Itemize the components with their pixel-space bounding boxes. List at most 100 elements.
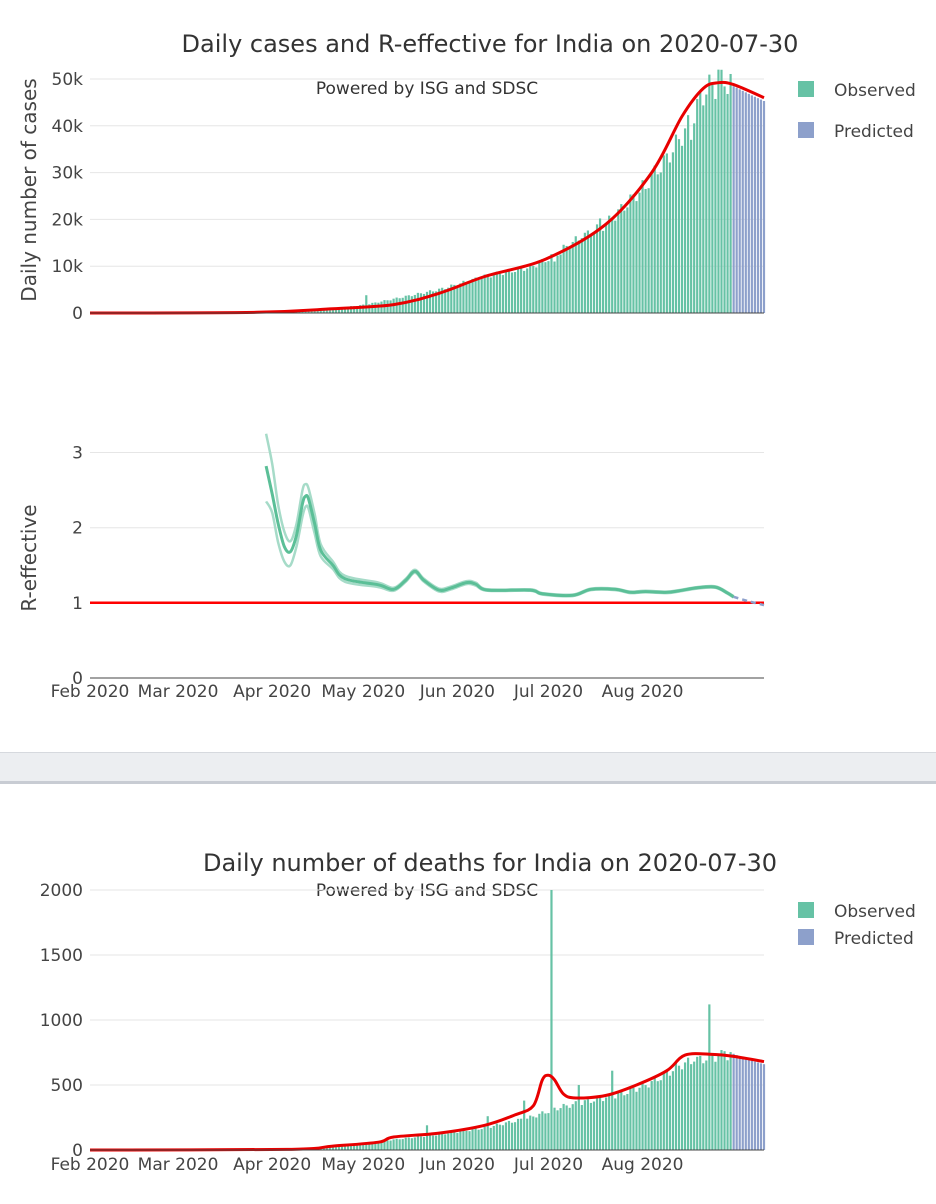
cases-bar-observed[interactable]	[389, 300, 391, 313]
deaths-bar-observed[interactable]	[675, 1063, 677, 1150]
deaths-bar-observed[interactable]	[389, 1141, 391, 1150]
deaths-bar-observed[interactable]	[605, 1097, 607, 1150]
deaths-bar-predicted[interactable]	[754, 1062, 756, 1150]
deaths-bar-observed[interactable]	[556, 1110, 558, 1150]
deaths-bar-predicted[interactable]	[742, 1058, 744, 1150]
deaths-bar-observed[interactable]	[678, 1066, 680, 1150]
cases-bar-observed[interactable]	[553, 262, 555, 313]
legend-predicted-label[interactable]: Predicted	[834, 122, 914, 142]
deaths-bar-observed[interactable]	[690, 1064, 692, 1150]
deaths-bar-observed[interactable]	[429, 1135, 431, 1150]
cases-bar-observed[interactable]	[730, 74, 732, 313]
cases-bar-observed[interactable]	[578, 240, 580, 313]
deaths-bar-observed[interactable]	[681, 1069, 683, 1150]
deaths-bar-observed[interactable]	[411, 1138, 413, 1150]
cases-bar-observed[interactable]	[699, 92, 701, 313]
cases-bar-observed[interactable]	[526, 268, 528, 313]
deaths-bar-observed[interactable]	[635, 1092, 637, 1150]
cases-bar-observed[interactable]	[629, 195, 631, 313]
deaths-bar-observed[interactable]	[569, 1108, 571, 1150]
cases-bar-observed[interactable]	[514, 272, 516, 313]
deaths-bar-observed[interactable]	[481, 1129, 483, 1150]
cases-bar-observed[interactable]	[720, 70, 722, 313]
cases-bar-observed[interactable]	[635, 201, 637, 313]
cases-bar-observed[interactable]	[645, 189, 647, 313]
cases-bar-observed[interactable]	[651, 174, 653, 313]
cases-bar-observed[interactable]	[602, 231, 604, 313]
deaths-bar-observed[interactable]	[402, 1139, 404, 1150]
deaths-bar-observed[interactable]	[587, 1099, 589, 1150]
deaths-bar-observed[interactable]	[714, 1062, 716, 1150]
deaths-bar-observed[interactable]	[456, 1133, 458, 1150]
deaths-bar-observed[interactable]	[432, 1135, 434, 1150]
cases-bar-observed[interactable]	[663, 155, 665, 313]
deaths-bar-predicted[interactable]	[763, 1064, 765, 1150]
cases-bar-observed[interactable]	[641, 180, 643, 313]
deaths-bar-observed[interactable]	[532, 1116, 534, 1150]
deaths-bar-observed[interactable]	[559, 1108, 561, 1150]
deaths-bar-observed[interactable]	[711, 1055, 713, 1150]
deaths-bar-observed[interactable]	[526, 1119, 528, 1150]
cases-bar-observed[interactable]	[566, 246, 568, 313]
deaths-bar-observed[interactable]	[629, 1088, 631, 1150]
cases-bar-observed[interactable]	[535, 267, 537, 313]
r-series-r-effective-lower[interactable]	[266, 501, 733, 597]
cases-bar-observed[interactable]	[669, 162, 671, 313]
cases-bar-observed[interactable]	[541, 259, 543, 313]
cases-bar-observed[interactable]	[468, 283, 470, 313]
deaths-bar-observed[interactable]	[550, 890, 552, 1150]
deaths-bar-observed[interactable]	[547, 1113, 549, 1150]
deaths-bar-observed[interactable]	[575, 1101, 577, 1150]
deaths-bar-predicted[interactable]	[748, 1060, 750, 1150]
deaths-bar-observed[interactable]	[459, 1131, 461, 1150]
deaths-bar-observed[interactable]	[590, 1103, 592, 1150]
cases-bar-observed[interactable]	[474, 278, 476, 313]
deaths-bar-observed[interactable]	[487, 1116, 489, 1150]
cases-bar-observed[interactable]	[705, 95, 707, 313]
cases-bar-observed[interactable]	[529, 264, 531, 313]
deaths-bar-observed[interactable]	[723, 1051, 725, 1150]
cases-bar-predicted[interactable]	[763, 101, 765, 313]
r-series-r-effective[interactable]	[266, 466, 733, 597]
deaths-bar-observed[interactable]	[517, 1119, 519, 1150]
legend-observed-swatch[interactable]	[798, 902, 814, 918]
cases-bar-observed[interactable]	[411, 296, 413, 313]
deaths-bar-observed[interactable]	[699, 1056, 701, 1150]
deaths-bar-observed[interactable]	[705, 1060, 707, 1150]
deaths-bar-observed[interactable]	[593, 1102, 595, 1151]
deaths-bar-observed[interactable]	[417, 1136, 419, 1150]
legend-predicted-label[interactable]: Predicted	[834, 929, 914, 949]
deaths-bar-observed[interactable]	[596, 1097, 598, 1150]
deaths-bar-observed[interactable]	[693, 1062, 695, 1150]
cases-bar-observed[interactable]	[405, 296, 407, 313]
cases-bar-observed[interactable]	[672, 152, 674, 313]
deaths-bar-observed[interactable]	[720, 1050, 722, 1150]
cases-bar-observed[interactable]	[714, 99, 716, 313]
cases-bar-observed[interactable]	[511, 272, 513, 313]
deaths-bar-observed[interactable]	[599, 1098, 601, 1150]
deaths-bar-observed[interactable]	[632, 1088, 634, 1150]
deaths-bar-observed[interactable]	[641, 1082, 643, 1150]
cases-bar-observed[interactable]	[456, 286, 458, 313]
cases-bar-predicted[interactable]	[760, 100, 762, 313]
deaths-bar-observed[interactable]	[663, 1072, 665, 1150]
cases-bar-observed[interactable]	[608, 216, 610, 313]
cases-bar-observed[interactable]	[538, 262, 540, 313]
cases-bar-predicted[interactable]	[748, 94, 750, 313]
cases-bar-observed[interactable]	[666, 153, 668, 313]
deaths-bar-observed[interactable]	[514, 1122, 516, 1150]
deaths-bar-observed[interactable]	[626, 1094, 628, 1150]
cases-bar-observed[interactable]	[702, 105, 704, 313]
cases-bar-predicted[interactable]	[754, 97, 756, 313]
deaths-bar-observed[interactable]	[566, 1105, 568, 1150]
deaths-bar-observed[interactable]	[544, 1113, 546, 1150]
cases-bar-observed[interactable]	[505, 271, 507, 313]
cases-bar-observed[interactable]	[581, 238, 583, 313]
cases-bar-observed[interactable]	[414, 295, 416, 313]
cases-bar-predicted[interactable]	[742, 91, 744, 313]
deaths-bar-observed[interactable]	[508, 1121, 510, 1150]
cases-bar-observed[interactable]	[648, 188, 650, 313]
deaths-bar-observed[interactable]	[441, 1133, 443, 1150]
deaths-bar-observed[interactable]	[408, 1137, 410, 1150]
legend-observed-label[interactable]: Observed	[834, 902, 916, 922]
